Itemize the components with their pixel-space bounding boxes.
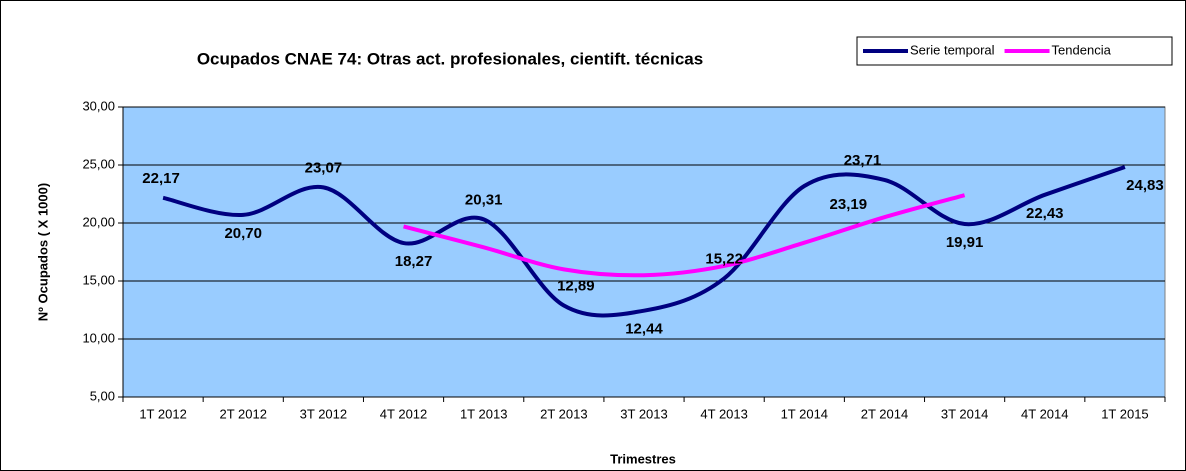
legend-label: Serie temporal bbox=[910, 42, 995, 57]
x-tick-label: 1T 2013 bbox=[460, 406, 507, 421]
y-tick-label: 10,00 bbox=[82, 330, 115, 345]
y-tick-label: 25,00 bbox=[82, 156, 115, 171]
data-label: 12,89 bbox=[557, 277, 595, 294]
data-label: 19,91 bbox=[946, 234, 984, 251]
x-tick-label: 1T 2015 bbox=[1101, 406, 1148, 421]
x-axis-title: Trimestres bbox=[610, 451, 676, 466]
x-tick-label: 1T 2012 bbox=[139, 406, 186, 421]
x-tick-label: 2T 2014 bbox=[861, 406, 908, 421]
y-tick-label: 15,00 bbox=[82, 272, 115, 287]
data-label: 22,17 bbox=[142, 170, 180, 187]
series-line bbox=[162, 165, 1126, 318]
data-label: 15,22 bbox=[705, 250, 743, 267]
data-label: 20,70 bbox=[224, 225, 262, 242]
y-tick-label: 30,00 bbox=[82, 98, 115, 113]
data-label: 23,07 bbox=[305, 159, 343, 176]
data-label: 12,44 bbox=[625, 321, 663, 338]
plot-area bbox=[122, 106, 1166, 398]
x-tick-label: 3T 2012 bbox=[300, 406, 347, 421]
data-label: 20,31 bbox=[465, 191, 503, 208]
data-label: 23,19 bbox=[830, 196, 868, 213]
y-axis-title: Nº Ocupados ( X 1000) bbox=[35, 183, 50, 321]
data-label: 23,71 bbox=[844, 152, 882, 169]
series-line bbox=[403, 193, 966, 278]
x-tick-label: 4T 2013 bbox=[700, 406, 747, 421]
data-label: 22,43 bbox=[1026, 205, 1064, 222]
x-tick-label: 3T 2013 bbox=[620, 406, 667, 421]
legend-label: Tendencia bbox=[1052, 42, 1112, 57]
chart-title: Ocupados CNAE 74: Otras act. profesional… bbox=[197, 49, 703, 68]
x-tick-label: 3T 2014 bbox=[941, 406, 988, 421]
x-tick-label: 2T 2013 bbox=[540, 406, 587, 421]
y-tick-label: 5,00 bbox=[90, 388, 115, 403]
x-tick-label: 1T 2014 bbox=[781, 406, 828, 421]
data-label: 18,27 bbox=[395, 253, 433, 270]
x-tick-label: 4T 2014 bbox=[1021, 406, 1068, 421]
y-tick-label: 20,00 bbox=[82, 214, 115, 229]
data-label: 24,83 bbox=[1126, 177, 1164, 194]
x-tick-label: 2T 2012 bbox=[219, 406, 266, 421]
x-tick-label: 4T 2012 bbox=[380, 406, 427, 421]
legend: Serie temporal Tendencia bbox=[856, 36, 1173, 66]
